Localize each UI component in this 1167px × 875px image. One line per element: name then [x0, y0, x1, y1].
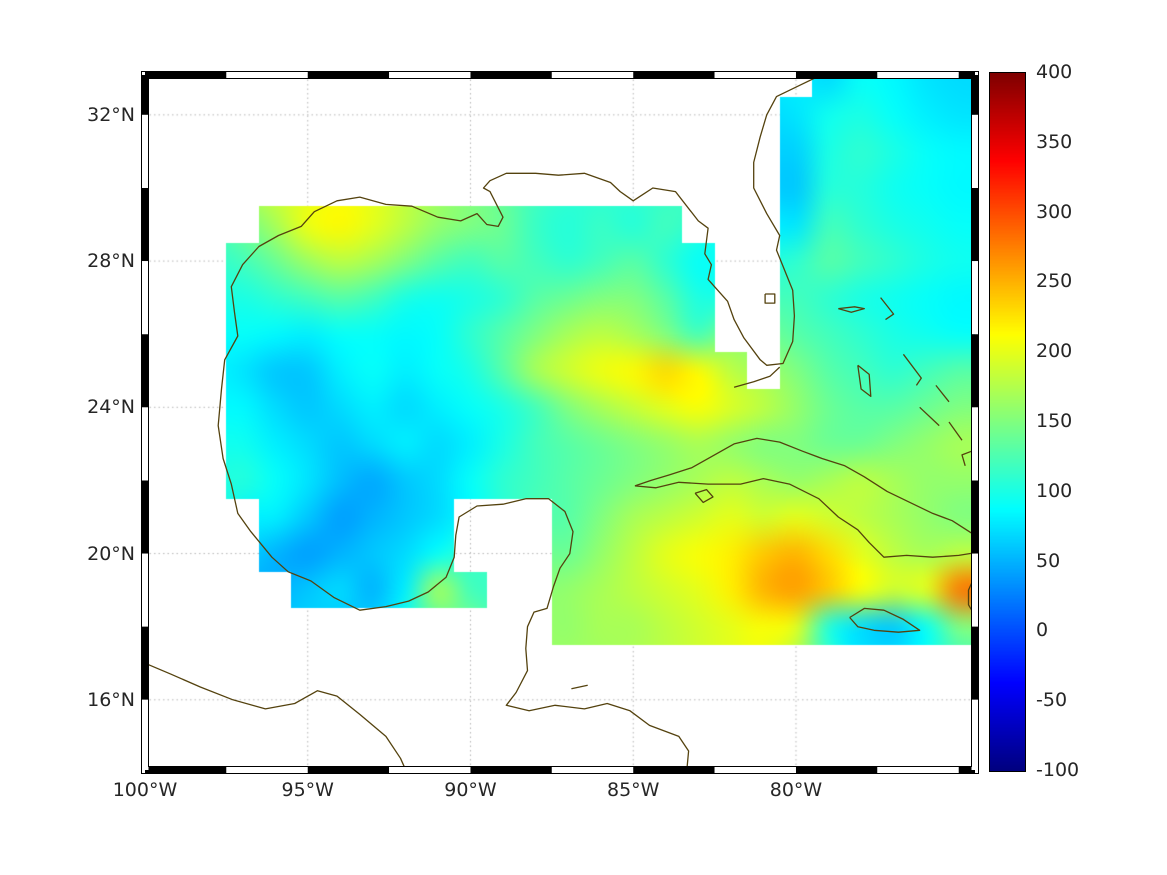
lat-tick-label: 32°N	[87, 103, 135, 126]
lat-tick-label: 20°N	[87, 542, 135, 565]
colorbar-tick-label: 250	[1036, 270, 1073, 293]
colorbar-tick-label: 0	[1036, 619, 1049, 642]
coastline-abaco	[880, 297, 895, 321]
coastline-cat-island	[935, 384, 950, 403]
colorbar-tick-label: 50	[1036, 549, 1061, 572]
colorbar-tick-label: 400	[1036, 61, 1073, 83]
coastline-roatan	[571, 684, 588, 690]
coastline-florida-keys	[733, 366, 781, 388]
colorbar-tick-label: 350	[1036, 130, 1073, 153]
colorbar-tick-label: -50	[1036, 689, 1068, 712]
lon-tick-label: 85°W	[607, 779, 660, 801]
lat-tick-label: 28°N	[87, 250, 135, 273]
lat-tick-label: 16°N	[87, 688, 135, 711]
lon-tick-label: 90°W	[444, 779, 497, 801]
lon-tick-label: 95°W	[281, 779, 334, 801]
coastline-isla-juventud	[694, 488, 714, 504]
coastline-exuma-chain	[919, 406, 940, 427]
coastline-grand-bahama	[838, 306, 865, 313]
heatmap-canvas	[145, 75, 975, 770]
coastline-long-island	[948, 421, 963, 441]
colorbar-tick-label: 200	[1036, 340, 1073, 363]
coastline-north-america	[217, 75, 823, 770]
coastline-cuba	[634, 437, 975, 558]
colorbar-canvas	[989, 72, 1026, 772]
map-overlay	[141, 71, 979, 774]
colorbar-tick-label: 300	[1036, 200, 1073, 223]
colorbar-tick-label: -100	[1036, 759, 1080, 781]
coastline-crooked-island	[961, 450, 972, 466]
lon-tick-label: 80°W	[769, 779, 823, 801]
coastline-jamaica	[849, 607, 921, 633]
coastline-lake-okeechobee	[764, 293, 776, 304]
coastlines	[145, 75, 975, 770]
coastline-andros	[857, 364, 872, 398]
lon-tick-label: 100°W	[112, 779, 178, 801]
map-frame	[141, 71, 979, 774]
lat-tick-label: 24°N	[87, 396, 135, 419]
colorbar-tick-label: 100	[1036, 479, 1073, 502]
coastline-pacific-mexico	[145, 662, 406, 770]
colorbar-tick-label: 150	[1036, 410, 1073, 432]
coastline-eleuthera	[902, 353, 922, 386]
